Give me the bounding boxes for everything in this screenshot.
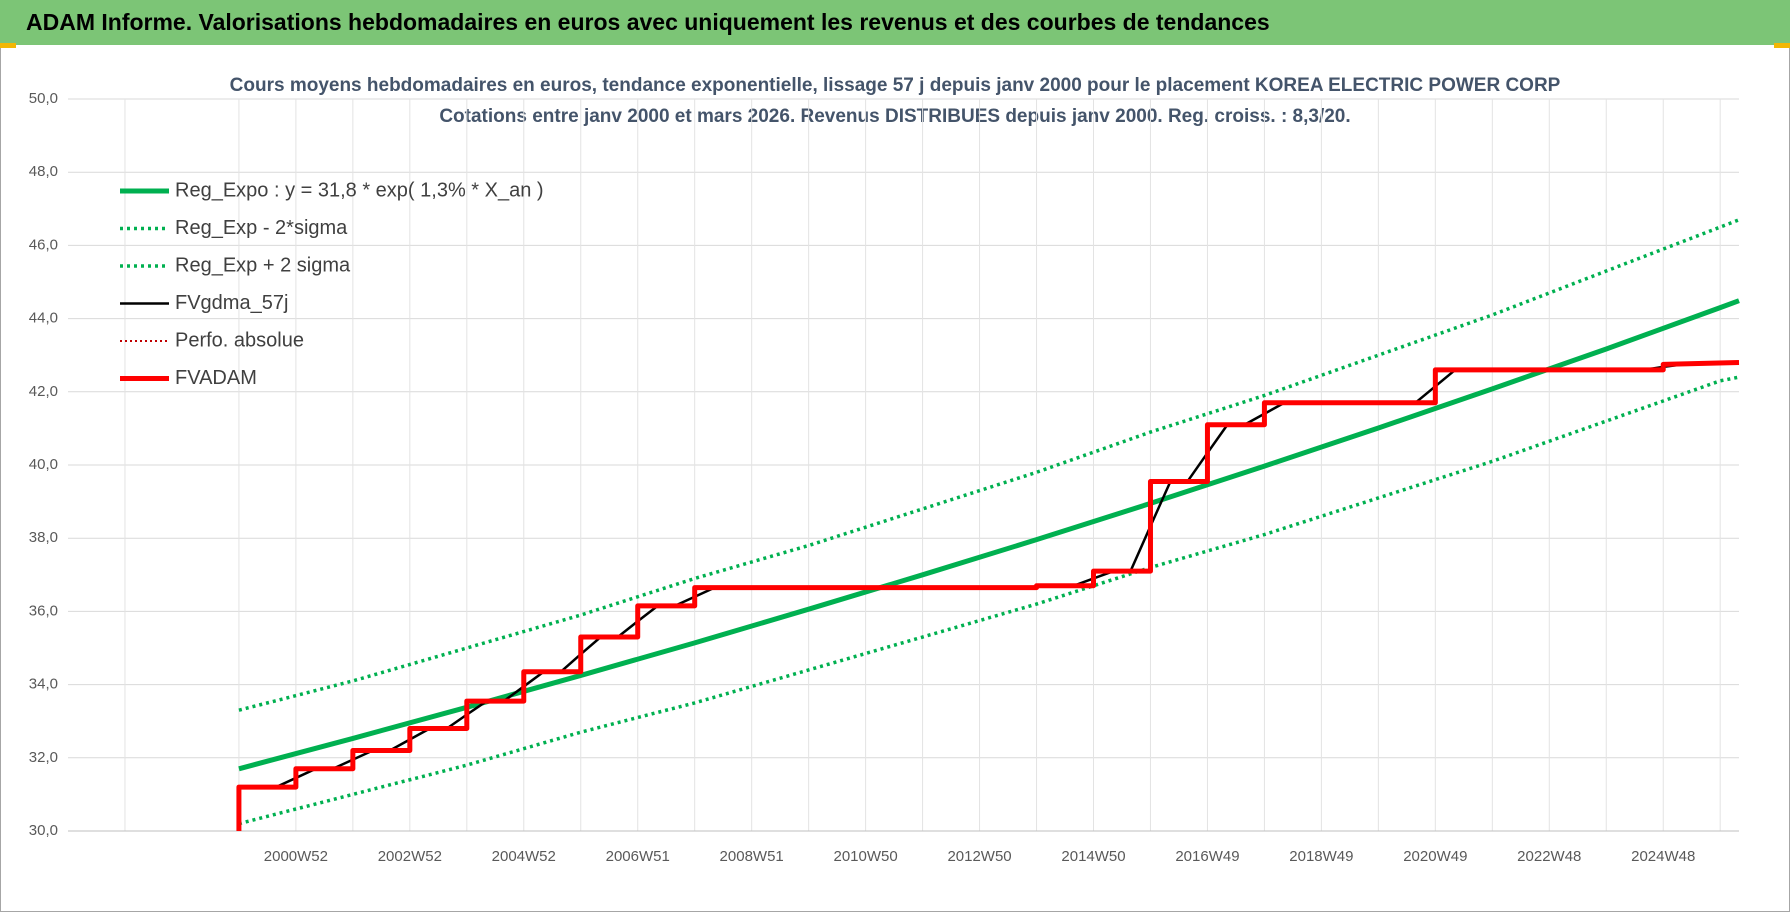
corner-mark — [0, 43, 16, 48]
x-tick-label: 2004W52 — [492, 848, 556, 865]
series-line — [238, 298, 1740, 772]
series-line — [236, 360, 1740, 831]
x-tick-label: 2024W48 — [1631, 848, 1695, 865]
y-tick-label: 50,0 — [29, 90, 58, 107]
x-tick-label: 2002W52 — [378, 848, 442, 865]
y-tick-label: 40,0 — [29, 456, 58, 473]
x-tick-label: 2020W49 — [1403, 848, 1467, 865]
legend-label: FVADAM — [175, 367, 257, 389]
x-tick-label: 2006W51 — [606, 848, 670, 865]
chart-subtitle: Cotations entre janv 2000 et mars 2026. … — [439, 106, 1350, 127]
x-tick-label: 2014W50 — [1061, 848, 1125, 865]
y-tick-label: 46,0 — [29, 236, 58, 253]
x-tick-label: 2008W51 — [720, 848, 784, 865]
banner-title: ADAM Informe. Valorisations hebdomadaire… — [26, 9, 1270, 35]
x-tick-label: 2012W50 — [947, 848, 1011, 865]
grid: 30,0 32,0 34,0 36,0 38,0 40,0 42,0 44,0 46,0 48,0… — [29, 90, 1739, 865]
y-tick-label: 32,0 — [29, 749, 58, 766]
legend-label: FVgdma_57j — [175, 292, 288, 314]
y-tick-label: 42,0 — [29, 383, 58, 400]
y-tick-label: 44,0 — [29, 310, 58, 327]
legend-label: Reg_Exp + 2 sigma — [175, 254, 351, 276]
legend-label: Perfo. absolue — [175, 329, 304, 351]
banner — [0, 0, 1790, 45]
series-line — [238, 218, 1740, 712]
y-tick-label: 36,0 — [29, 602, 58, 619]
x-tick-label: 2010W50 — [834, 848, 898, 865]
series-line — [238, 375, 1740, 826]
series — [236, 218, 1740, 831]
chart-title: Cours moyens hebdomadaires en euros, ten… — [230, 75, 1561, 96]
corner-mark — [1774, 43, 1790, 48]
y-tick-label: 48,0 — [29, 163, 58, 180]
x-tick-label: 2018W49 — [1289, 848, 1353, 865]
x-tick-label: 2016W49 — [1175, 848, 1239, 865]
legend-label: Reg_Exp - 2*sigma — [175, 217, 348, 239]
y-tick-label: 34,0 — [29, 676, 58, 693]
y-tick-label: 38,0 — [29, 529, 58, 546]
x-tick-label: 2022W48 — [1517, 848, 1581, 865]
x-tick-label: 2000W52 — [264, 848, 328, 865]
y-tick-label: 30,0 — [29, 822, 58, 839]
legend: Reg_Expo : y = 31,8 * exp( 1,3% * X_an )… — [120, 179, 544, 389]
legend-label: Reg_Expo : y = 31,8 * exp( 1,3% * X_an ) — [175, 179, 544, 201]
